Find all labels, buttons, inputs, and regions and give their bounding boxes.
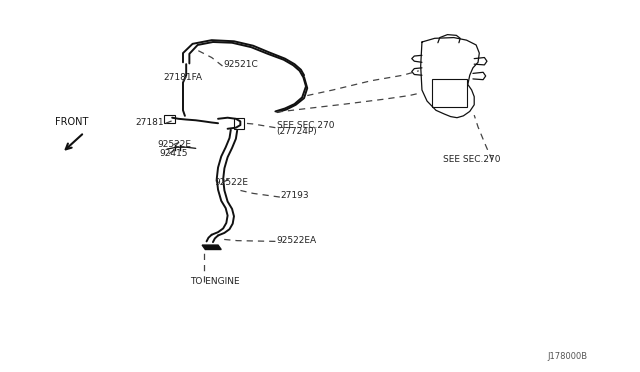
- Text: J178000B: J178000B: [547, 352, 588, 361]
- Text: SEE SEC.270: SEE SEC.270: [443, 155, 500, 164]
- Text: 27181FA: 27181FA: [163, 73, 202, 82]
- Text: FRONT: FRONT: [55, 117, 88, 127]
- Text: 92415: 92415: [159, 149, 188, 158]
- Bar: [234, 118, 244, 129]
- Text: 92522E: 92522E: [215, 178, 249, 187]
- Text: 92521C: 92521C: [223, 60, 258, 70]
- Text: 92522E: 92522E: [157, 140, 191, 149]
- Text: 27181: 27181: [135, 118, 164, 127]
- Bar: [431, 79, 467, 107]
- Text: TO ENGINE: TO ENGINE: [190, 278, 239, 286]
- Text: 92522EA: 92522EA: [276, 236, 317, 245]
- Polygon shape: [202, 245, 221, 250]
- Bar: [164, 115, 175, 123]
- Text: (27724P): (27724P): [276, 127, 317, 136]
- Text: 27193: 27193: [280, 192, 309, 201]
- Text: SEE SEC.270: SEE SEC.270: [276, 121, 334, 129]
